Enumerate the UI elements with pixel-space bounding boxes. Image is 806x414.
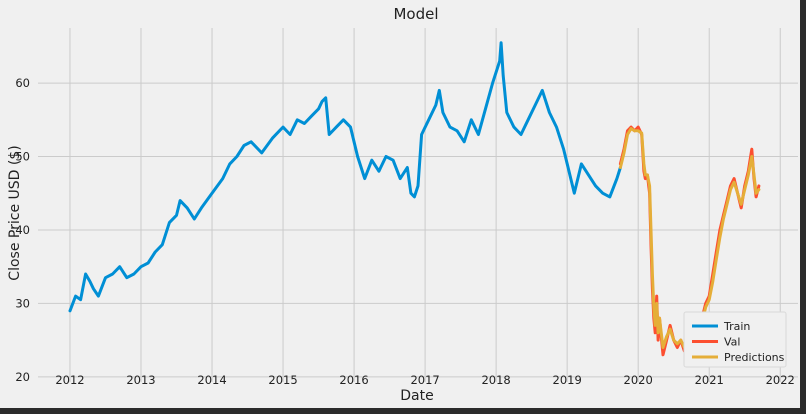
legend: Train Val Predictions — [683, 311, 787, 368]
x-axis-title: Date — [400, 388, 433, 404]
legend-label-train: Train — [723, 320, 750, 333]
x-tick-label: 2019 — [553, 373, 582, 387]
legend-label-val: Val — [724, 336, 740, 349]
plot-area — [38, 28, 798, 382]
x-tick-label: 2014 — [197, 373, 226, 387]
figure-area: 20 30 40 50 60 2012 2013 2014 2015 2016 2017 2018 2… — [0, 0, 800, 408]
y-tick-label: 60 — [15, 76, 30, 90]
y-tick-label: 50 — [15, 150, 30, 164]
series-line-predictions — [618, 127, 761, 353]
y-tick-label: 20 — [15, 370, 30, 384]
y-tick-label: 40 — [15, 223, 30, 237]
x-tick-label: 2015 — [268, 373, 297, 387]
x-tick-label: 2016 — [339, 373, 368, 387]
x-tick-label: 2017 — [410, 373, 439, 387]
x-tick-label: 2013 — [126, 373, 155, 387]
grid — [38, 28, 798, 382]
x-tick-label: 2020 — [624, 373, 653, 387]
x-tick-label: 2021 — [695, 373, 724, 387]
y-axis-title: Close Price USD ($) — [7, 145, 23, 280]
y-axis-ticks: 20 30 40 50 60 — [15, 76, 30, 384]
x-tick-label: 2018 — [481, 373, 510, 387]
legend-label-predictions: Predictions — [724, 351, 785, 364]
x-tick-label: 2012 — [55, 373, 84, 387]
x-tick-label: 2022 — [766, 373, 795, 387]
chart-title: Model — [393, 5, 438, 23]
x-axis-ticks: 2012 2013 2014 2015 2016 2017 2018 2019 2020 2021… — [55, 373, 795, 387]
series-line-train — [68, 41, 622, 313]
y-tick-label: 30 — [15, 296, 30, 310]
series-group — [68, 41, 761, 360]
